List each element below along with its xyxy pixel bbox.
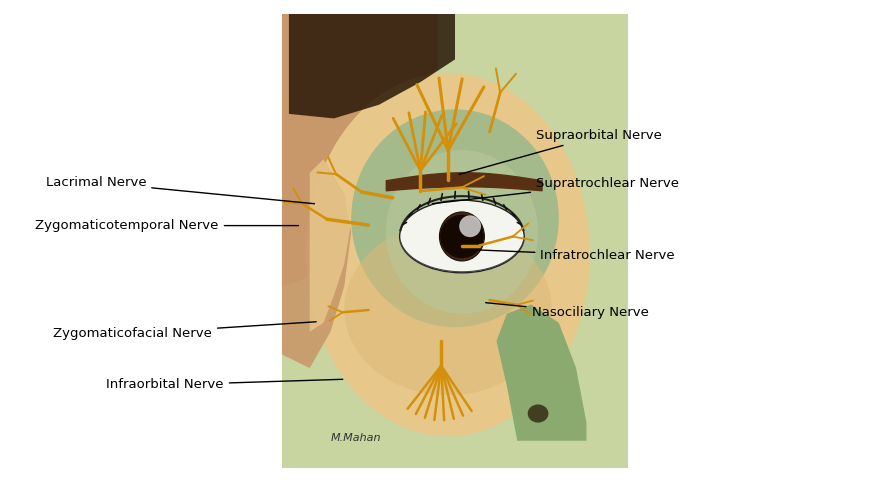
Circle shape <box>459 216 481 237</box>
Ellipse shape <box>400 200 525 273</box>
Ellipse shape <box>307 73 590 436</box>
Circle shape <box>440 215 484 258</box>
Ellipse shape <box>385 150 538 313</box>
Text: Supraorbital Nerve: Supraorbital Nerve <box>459 129 662 174</box>
Text: Zygomaticotemporal Nerve: Zygomaticotemporal Nerve <box>35 219 299 232</box>
Ellipse shape <box>439 212 485 261</box>
Text: M.Mahan: M.Mahan <box>330 433 381 443</box>
Polygon shape <box>310 159 351 332</box>
Polygon shape <box>282 141 351 368</box>
Bar <box>282 14 628 468</box>
Polygon shape <box>496 305 587 441</box>
Text: Nasociliary Nerve: Nasociliary Nerve <box>486 303 649 320</box>
Ellipse shape <box>528 405 548 422</box>
Ellipse shape <box>345 223 552 396</box>
Text: Infraorbital Nerve: Infraorbital Nerve <box>106 378 343 392</box>
Polygon shape <box>282 14 438 287</box>
Polygon shape <box>289 14 455 119</box>
Text: Supratrochlear Nerve: Supratrochlear Nerve <box>432 177 679 204</box>
Ellipse shape <box>351 109 559 327</box>
Text: Infratrochlear Nerve: Infratrochlear Nerve <box>472 249 675 262</box>
Text: Lacrimal Nerve: Lacrimal Nerve <box>45 176 315 204</box>
Text: Zygomaticofacial Nerve: Zygomaticofacial Nerve <box>53 322 316 340</box>
